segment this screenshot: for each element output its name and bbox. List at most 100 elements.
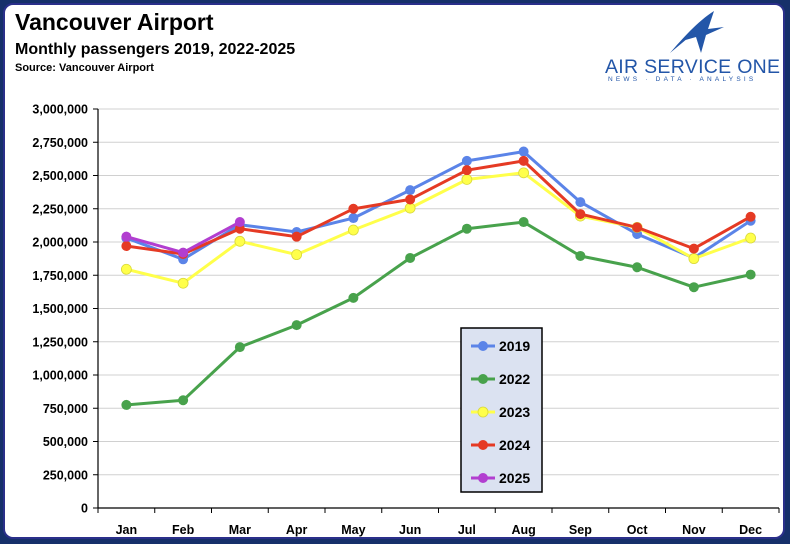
x-tick-label: Aug [511, 523, 535, 537]
x-tick-label: Feb [172, 523, 195, 537]
chart-source: Source: Vancouver Airport [15, 62, 154, 74]
y-tick-label: 2,500,000 [32, 169, 88, 183]
y-tick-label: 1,250,000 [32, 335, 88, 349]
x-tick-label: Jan [116, 523, 138, 537]
data-point [575, 197, 586, 208]
series-line [126, 159, 752, 256]
data-point [291, 320, 302, 331]
legend-swatch-marker [477, 406, 489, 418]
series-2023 [120, 167, 757, 289]
y-tick-label: 1,500,000 [32, 302, 88, 316]
legend-swatch-marker [478, 341, 488, 351]
y-tick-label: 750,000 [43, 402, 88, 416]
chart-title: Vancouver Airport [15, 9, 214, 35]
legend-box [460, 327, 543, 493]
data-point [348, 213, 359, 224]
legend-label: 2022 [499, 371, 530, 387]
data-point [121, 399, 132, 410]
data-point [518, 167, 530, 179]
data-point [178, 395, 189, 406]
air-service-one-logo: AIR SERVICE ONE NEWS · DATA · ANALYSIS [605, 9, 783, 87]
y-tick-label: 500,000 [43, 435, 88, 449]
data-point [405, 185, 416, 196]
legend-item: 2023 [471, 404, 530, 420]
data-point [461, 174, 473, 185]
data-point [745, 232, 757, 244]
legend-swatch-marker [478, 473, 488, 483]
data-point [518, 146, 529, 157]
series-lines [120, 146, 757, 410]
data-point [518, 155, 529, 166]
data-point [632, 262, 643, 273]
airplane-a-logo-icon [670, 11, 724, 53]
data-point [121, 231, 132, 242]
data-point [348, 292, 359, 303]
legend-item: 2025 [471, 470, 530, 486]
data-point [461, 155, 472, 166]
data-point [291, 249, 303, 261]
data-point [234, 342, 245, 353]
legend-label: 2023 [499, 404, 530, 420]
data-point [121, 240, 132, 251]
data-point [461, 223, 472, 234]
logo-tagline: NEWS · DATA · ANALYSIS [608, 76, 757, 83]
data-point [405, 194, 416, 205]
data-point [177, 277, 189, 289]
data-point [234, 235, 246, 247]
data-point [461, 165, 472, 176]
x-tick-label: Dec [739, 523, 762, 537]
data-point [405, 252, 416, 263]
data-point [291, 231, 302, 242]
data-point [404, 202, 416, 214]
legend-label: 2024 [499, 437, 530, 453]
x-tick-label: Mar [229, 523, 251, 537]
y-tick-label: 1,750,000 [32, 269, 88, 283]
data-point [234, 217, 245, 228]
data-point [688, 253, 700, 265]
data-point [518, 217, 529, 228]
data-point [745, 269, 756, 280]
legend-swatch-marker [478, 440, 488, 450]
series-2024 [121, 155, 756, 259]
data-point [347, 224, 359, 236]
line-chart: 0 250,000 500,000 750,000 1,000,000 1,250,000… [32, 103, 780, 537]
data-point [575, 209, 586, 220]
chart-frame: 0 250,000 500,000 750,000 1,000,000 1,250,000… [3, 3, 785, 539]
data-point [688, 243, 699, 254]
legend: 2019 2022 2023 2024 2025 [460, 327, 543, 493]
data-point [178, 247, 189, 258]
y-tick-label: 3,000,000 [32, 103, 88, 117]
legend-swatch-marker [478, 374, 488, 384]
series-line [125, 150, 752, 261]
x-axis-ticks: Jan Feb Mar Apr May Jun Jul Aug Sep Oct Nov Dec [97, 508, 780, 537]
chart-subtitle: Monthly passengers 2019, 2022-2025 [15, 41, 296, 58]
series-line [126, 171, 752, 285]
x-tick-label: Jul [458, 523, 476, 537]
data-point [632, 222, 643, 233]
y-tick-label: 2,250,000 [32, 202, 88, 216]
series-2025 [121, 217, 245, 258]
y-tick-label: 2,750,000 [32, 136, 88, 150]
x-tick-label: Jun [399, 523, 421, 537]
legend-item: 2019 [471, 338, 530, 354]
x-tick-label: Oct [627, 523, 649, 537]
legend-item: 2022 [471, 371, 530, 387]
legend-label: 2025 [499, 470, 530, 486]
y-axis-ticks: 0 250,000 500,000 750,000 1,000,000 1,250,000… [32, 103, 98, 516]
data-point [348, 203, 359, 214]
legend-item: 2024 [471, 437, 530, 453]
y-tick-label: 1,000,000 [32, 369, 88, 383]
series-line [126, 220, 751, 407]
y-tick-label: 2,000,000 [32, 236, 88, 250]
x-tick-label: Nov [682, 523, 706, 537]
x-tick-label: Sep [569, 523, 592, 537]
y-tick-label: 0 [81, 502, 88, 516]
series-2022 [121, 217, 756, 410]
legend-label: 2019 [499, 338, 530, 354]
data-point [688, 282, 699, 293]
data-point [745, 211, 756, 222]
x-tick-label: May [341, 523, 365, 537]
x-tick-label: Apr [286, 523, 308, 537]
data-point [120, 263, 132, 275]
logo-name: AIR SERVICE ONE [605, 56, 781, 78]
